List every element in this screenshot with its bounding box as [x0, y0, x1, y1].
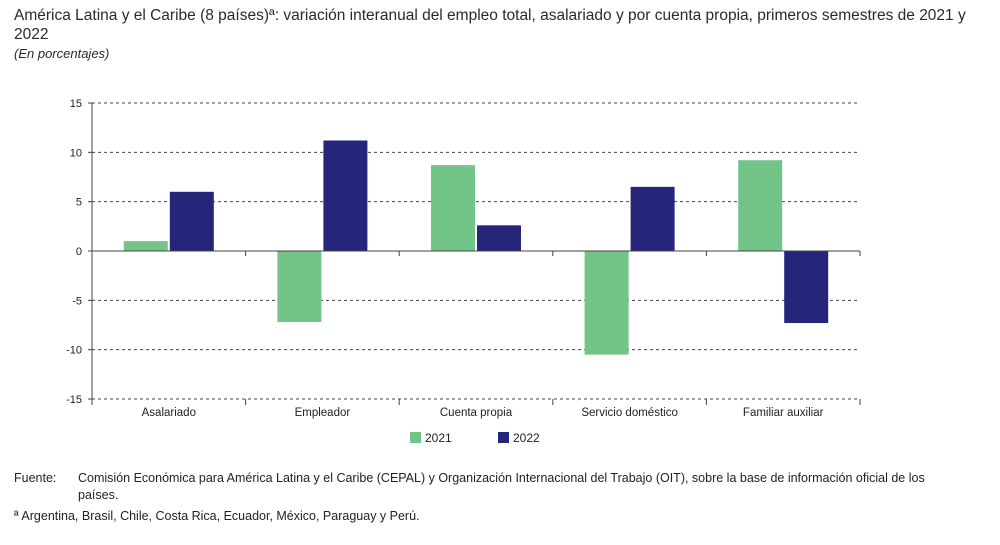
legend-label-2021: 2021 — [425, 431, 452, 445]
x-tick-label: Empleador — [295, 407, 351, 419]
bar-2021-1 — [123, 241, 168, 251]
y-tick-label: 0 — [76, 246, 82, 258]
chart-title: América Latina y el Caribe (8 países)ª: … — [14, 7, 966, 43]
bar-2022-4 — [630, 186, 675, 251]
x-tick-label: Cuenta propia — [440, 407, 513, 419]
y-tick-label: 15 — [70, 98, 82, 110]
source-text: Comisión Económica para América Latina y… — [78, 471, 925, 502]
y-tick-label: -15 — [66, 394, 82, 406]
notes-section: Fuente: Comisión Económica para América … — [14, 470, 944, 525]
y-tick-label: -10 — [66, 345, 82, 357]
bar-2021-5 — [738, 160, 783, 251]
bar-2022-5 — [784, 251, 829, 324]
source-label: Fuente: — [14, 471, 57, 485]
bar-2022-3 — [477, 225, 521, 251]
y-tick-label: 5 — [76, 197, 82, 209]
legend-label-2022: 2022 — [513, 431, 540, 445]
bar-2021-3 — [431, 165, 475, 251]
x-tick-label: Familiar auxiliar — [743, 407, 824, 419]
bar-2021-2 — [277, 251, 322, 323]
x-tick-label: Asalariado — [142, 407, 196, 419]
legend-swatch-2021 — [410, 432, 421, 443]
x-tick-label: Servicio doméstico — [581, 407, 678, 419]
chart-subtitle: (En porcentajes) — [14, 46, 110, 61]
y-tick-label: 10 — [70, 147, 82, 159]
legend-swatch-2022 — [498, 432, 509, 443]
y-tick-label: -5 — [72, 295, 82, 307]
bar-2022-2 — [323, 140, 368, 251]
bar-2021-4 — [584, 251, 629, 355]
bar-2022-1 — [169, 191, 214, 251]
footnote: ª Argentina, Brasil, Chile, Costa Rica, … — [14, 509, 420, 523]
